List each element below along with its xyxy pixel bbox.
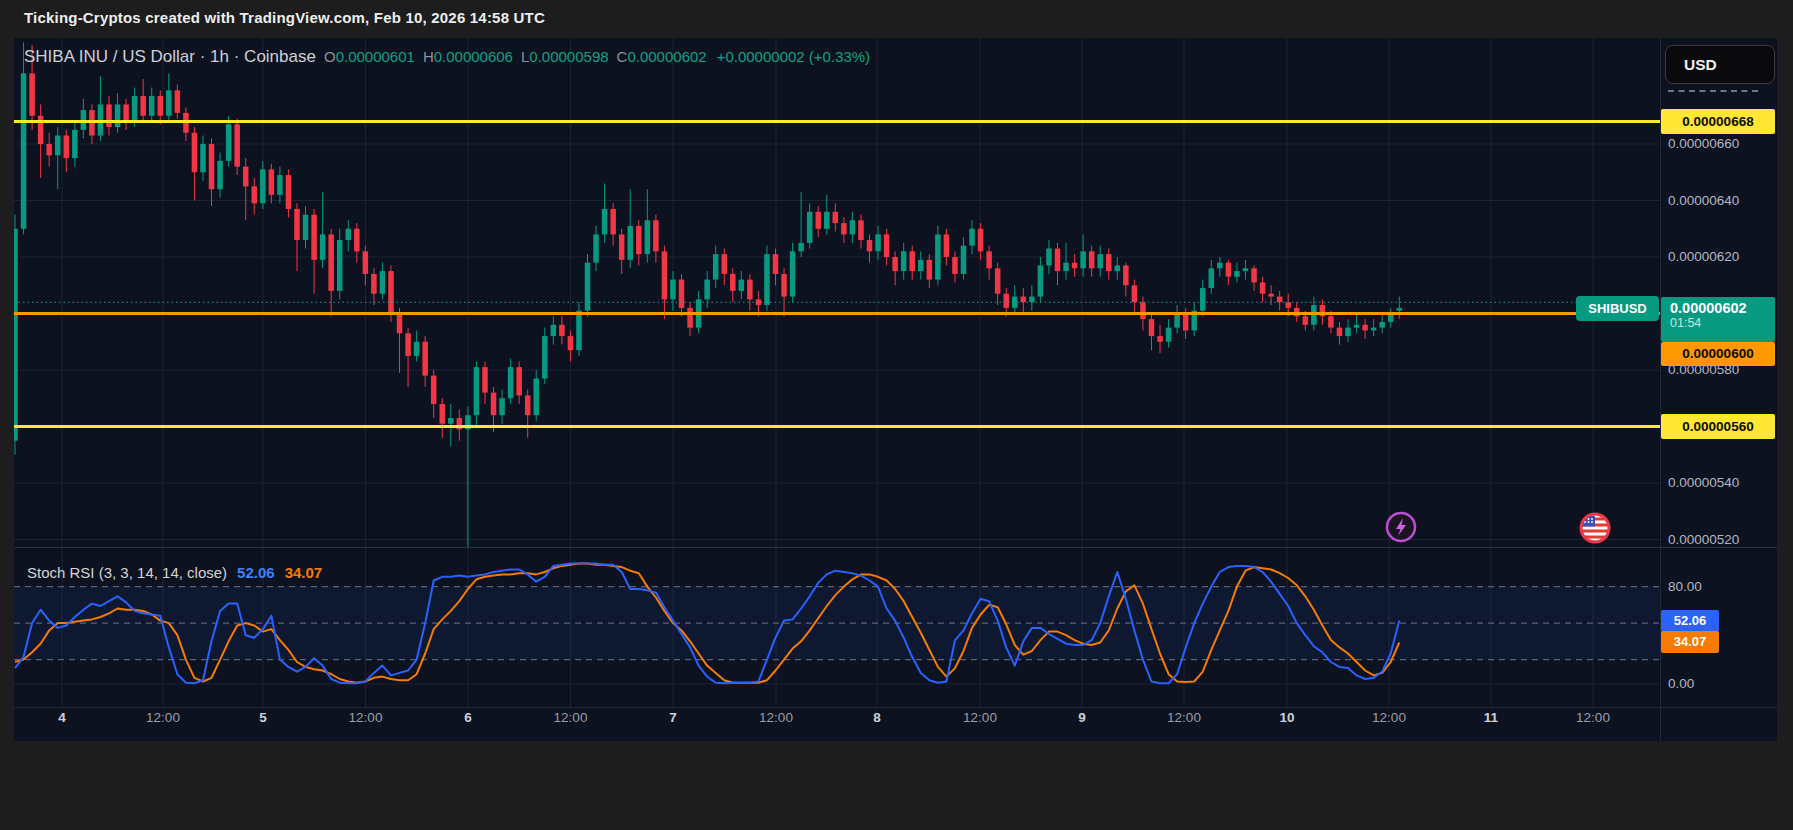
time-axis-label: 7 xyxy=(669,710,677,725)
stoch-k-badge: 52.06 xyxy=(1661,610,1719,632)
time-axis-label: 10 xyxy=(1279,710,1294,725)
stoch-d-badge: 34.07 xyxy=(1661,631,1719,653)
price-axis-label: 0.00000540 xyxy=(1668,475,1739,490)
time-axis-label: 5 xyxy=(259,710,267,725)
open-label: O xyxy=(324,48,336,65)
close-label: C xyxy=(617,48,628,65)
high-label: H xyxy=(423,48,434,65)
time-axis-label: 12:00 xyxy=(963,710,997,725)
us-flag-event-icon[interactable] xyxy=(1577,510,1613,546)
time-axis-separator xyxy=(14,707,1777,708)
stoch-legend[interactable]: Stoch RSI (3, 3, 14, 14, close) 52.06 34… xyxy=(27,564,322,581)
low-label: L xyxy=(521,48,529,65)
high-value: 0.00000606 xyxy=(434,48,513,65)
lightning-event-icon[interactable] xyxy=(1384,510,1418,544)
time-axis-label: 12:00 xyxy=(1167,710,1201,725)
time-axis-label: 6 xyxy=(464,710,472,725)
price-axis-label: 0.00000640 xyxy=(1668,193,1739,208)
stoch-axis-label: 80.00 xyxy=(1668,579,1702,594)
symbol-title[interactable]: SHIBA INU / US Dollar · 1h · Coinbase xyxy=(24,47,316,67)
time-axis-label: 8 xyxy=(873,710,881,725)
price-pane[interactable] xyxy=(14,38,1660,547)
stoch-d-value: 34.07 xyxy=(285,564,323,581)
price-scale-dash xyxy=(1668,90,1758,92)
time-axis-label: 12:00 xyxy=(146,710,180,725)
time-axis-label: 4 xyxy=(58,710,66,725)
stoch-title[interactable]: Stoch RSI (3, 3, 14, 14, close) xyxy=(27,564,227,581)
bar-countdown: 01:54 xyxy=(1670,316,1775,330)
close-value: 0.00000602 xyxy=(627,48,706,65)
time-axis-label: 12:00 xyxy=(1576,710,1610,725)
time-axis-label: 9 xyxy=(1078,710,1086,725)
time-axis-label: 11 xyxy=(1484,710,1498,725)
footer-bar: TradingView xyxy=(0,741,1793,830)
tradingview-chart-page: Ticking-Cryptos created with TradingView… xyxy=(0,0,1793,830)
change-value: +0.00000002 (+0.33%) xyxy=(717,48,870,65)
open-value: 0.00000601 xyxy=(336,48,415,65)
price-axis-label: 0.00000660 xyxy=(1668,136,1739,151)
alert-price-badge: 0.00000600 xyxy=(1661,342,1775,366)
resistance-price-badge: 0.00000668 xyxy=(1661,109,1775,134)
pane-divider[interactable] xyxy=(14,547,1777,548)
price-axis-label: 0.00000620 xyxy=(1668,249,1739,264)
time-axis-label: 12:00 xyxy=(759,710,793,725)
time-axis-label: 12:00 xyxy=(1372,710,1406,725)
symbol-price-label: SHIBUSD xyxy=(1576,296,1659,321)
currency-toggle-button[interactable]: USD xyxy=(1665,45,1775,84)
symbol-legend[interactable]: SHIBA INU / US Dollar · 1h · Coinbase O0… xyxy=(24,47,870,67)
watermark-text: Ticking-Cryptos created with TradingView… xyxy=(24,9,545,26)
stoch-axis-label: 0.00 xyxy=(1668,676,1694,691)
price-axis-label: 0.00000520 xyxy=(1668,532,1739,547)
time-axis-label: 12:00 xyxy=(349,710,383,725)
stoch-k-value: 52.06 xyxy=(237,564,275,581)
last-price-badge: 0.0000060201:54 xyxy=(1661,297,1775,342)
time-axis-label: 12:00 xyxy=(554,710,588,725)
support-price-badge: 0.00000560 xyxy=(1661,414,1775,439)
low-value: 0.00000598 xyxy=(529,48,608,65)
